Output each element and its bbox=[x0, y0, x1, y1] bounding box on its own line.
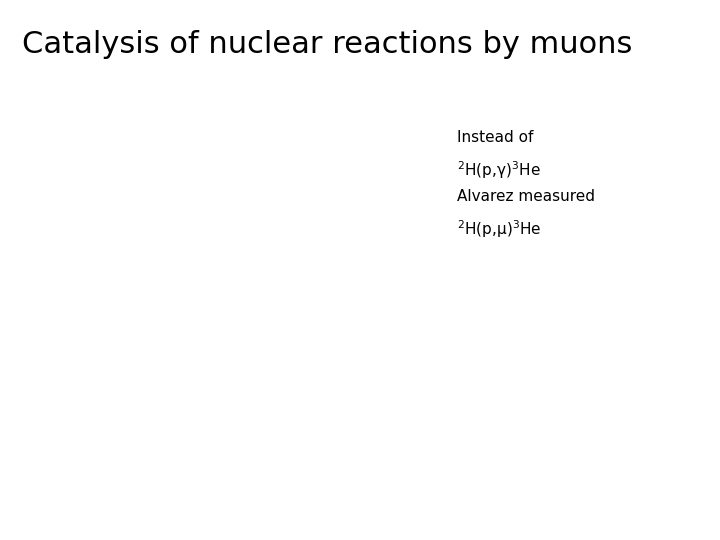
Text: Catalysis of nuclear reactions by muons: Catalysis of nuclear reactions by muons bbox=[22, 30, 632, 59]
Text: Alvarez measured: Alvarez measured bbox=[457, 189, 595, 204]
Text: Instead of: Instead of bbox=[457, 130, 534, 145]
Text: $^{2}$H(p,μ)$^{3}$He: $^{2}$H(p,μ)$^{3}$He bbox=[457, 219, 541, 240]
Text: $^{2}$H(p,γ)$^{3}$He: $^{2}$H(p,γ)$^{3}$He bbox=[457, 159, 541, 181]
